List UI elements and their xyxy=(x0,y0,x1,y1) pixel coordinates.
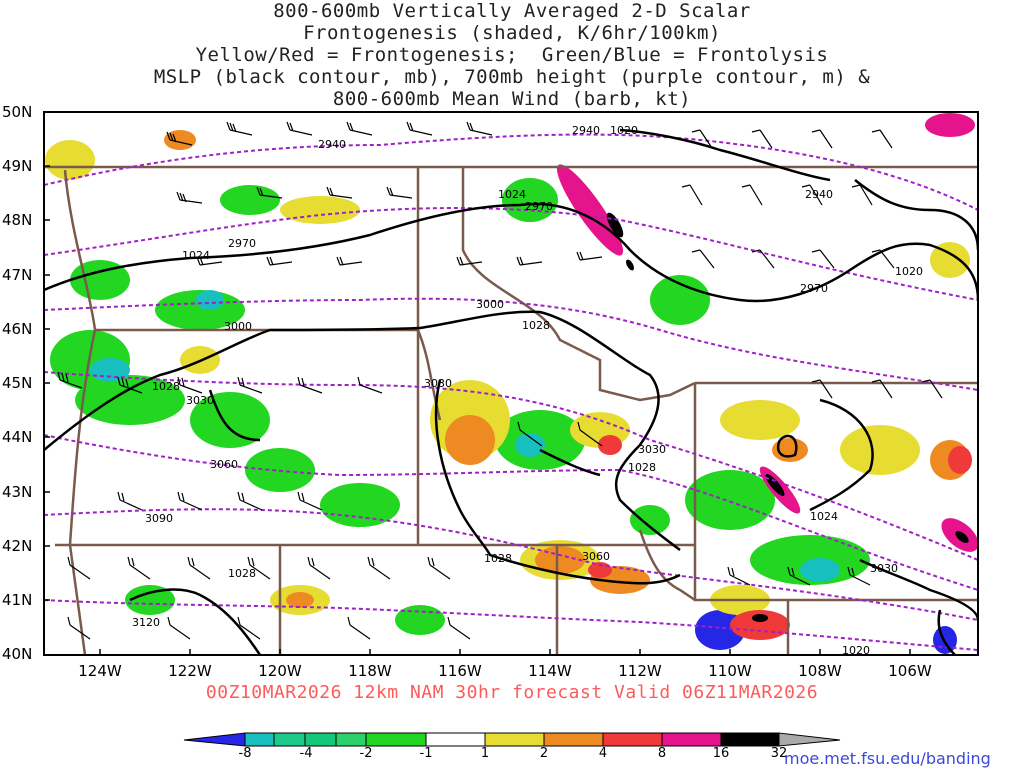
lat-label: 46N xyxy=(2,320,33,338)
height-label: 3000 xyxy=(224,320,252,333)
mslp-label: 1020 xyxy=(842,644,870,657)
mslp-label: 1024 xyxy=(810,510,838,523)
height-label: 2940 xyxy=(572,124,600,137)
lon-label: 108W xyxy=(798,662,842,680)
colorbar-label: 4 xyxy=(598,746,608,761)
colorbar-swatch xyxy=(304,732,337,747)
colorbar-swatch xyxy=(484,732,545,747)
height-label: 3090 xyxy=(145,512,173,525)
colorbar-swatch xyxy=(244,732,275,747)
mslp-label: 1020 xyxy=(895,265,923,278)
lat-label: 49N xyxy=(2,157,33,175)
colorbar-label: 32 xyxy=(770,746,788,761)
height-label: 3030 xyxy=(638,443,666,456)
height-label: 3000 xyxy=(476,298,504,311)
colorbar-label: -4 xyxy=(299,746,313,761)
height-contours xyxy=(44,133,978,651)
colorbar-swatch xyxy=(273,732,306,747)
mslp-label: 1024 xyxy=(498,188,526,201)
mslp-label: 1020 xyxy=(610,124,638,137)
forecast-valid-time: 00Z10MAR2026 12km NAM 30hr forecast Vali… xyxy=(205,682,819,703)
colorbar-end-high xyxy=(778,732,841,747)
height-label: 2940 xyxy=(805,188,833,201)
mslp-label: 1028 xyxy=(152,380,180,393)
title-line-4: MSLP (black contour, mb), 700mb height (… xyxy=(153,66,871,88)
lat-label: 47N xyxy=(2,266,33,284)
lon-label: 124W xyxy=(78,662,122,680)
colorbar-swatch xyxy=(720,732,780,747)
colorbar-label: 2 xyxy=(539,746,549,761)
lat-label: 41N xyxy=(2,591,33,609)
height-label: 2940 xyxy=(318,138,346,151)
lon-label: 116W xyxy=(438,662,482,680)
lat-label: 44N xyxy=(2,428,33,446)
lat-label: 43N xyxy=(2,483,33,501)
colorbar-swatch xyxy=(425,732,486,747)
lat-label: 40N xyxy=(2,645,33,663)
colorbar-swatch xyxy=(365,732,427,747)
mslp-label: 1028 xyxy=(522,319,550,332)
lon-label: 114W xyxy=(528,662,572,680)
lon-label: 110W xyxy=(708,662,752,680)
colorbar-swatch xyxy=(661,732,722,747)
height-label: 3030 xyxy=(186,394,214,407)
colorbar-swatch xyxy=(602,732,663,747)
source-credit: moe.met.fsu.edu/banding xyxy=(784,749,991,768)
wind-barbs xyxy=(57,121,943,640)
height-label: 3060 xyxy=(210,458,238,471)
mslp-contours xyxy=(44,128,978,655)
lat-label: 48N xyxy=(2,211,33,229)
lon-label: 118W xyxy=(348,662,392,680)
lon-label: 120W xyxy=(258,662,302,680)
contour-labels: 1020 1024 1024 1020 1028 1028 1028 1028 … xyxy=(132,124,923,657)
height-label: 2970 xyxy=(800,282,828,295)
mslp-label: 1024 xyxy=(182,249,210,262)
mslp-label: 1028 xyxy=(628,461,656,474)
height-label: 3030 xyxy=(870,562,898,575)
axis-ticks xyxy=(44,111,911,655)
colorbar xyxy=(183,732,841,747)
colorbar-label: -8 xyxy=(238,746,252,761)
map-title: 800-600mb Vertically Averaged 2-D Scalar… xyxy=(0,0,1024,110)
mslp-label: 1028 xyxy=(484,552,512,565)
title-line-5: 800-600mb Mean Wind (barb, kt) xyxy=(332,88,692,110)
height-label: 3060 xyxy=(582,550,610,563)
colorbar-swatch xyxy=(335,732,367,747)
lon-label: 106W xyxy=(888,662,932,680)
height-label: 3120 xyxy=(132,616,160,629)
lat-label: 42N xyxy=(2,537,33,555)
lon-label: 112W xyxy=(618,662,662,680)
colorbar-label: 8 xyxy=(657,746,667,761)
colorbar-label: 16 xyxy=(712,746,730,761)
colorbar-swatch xyxy=(543,732,604,747)
lat-label: 45N xyxy=(2,374,33,392)
colorbar-label: 1 xyxy=(480,746,490,761)
height-label: 2970 xyxy=(228,237,256,250)
title-line-1: 800-600mb Vertically Averaged 2-D Scalar xyxy=(273,0,751,22)
lon-label: 122W xyxy=(168,662,212,680)
height-label: 2970 xyxy=(525,200,553,213)
height-label: 3030 xyxy=(424,377,452,390)
colorbar-end-low xyxy=(183,732,246,747)
mslp-label: 1028 xyxy=(228,567,256,580)
frontolysis-strong xyxy=(90,290,840,582)
title-line-3: Yellow/Red = Frontogenesis; Green/Blue =… xyxy=(195,44,829,66)
colorbar-label: -1 xyxy=(419,746,433,761)
lat-label: 50N xyxy=(2,103,33,121)
frontogenesis-shading: 1020 1024 1024 1020 1028 1028 1028 1028 … xyxy=(44,113,978,657)
colorbar-label: -2 xyxy=(359,746,373,761)
title-line-2: Frontogenesis (shaded, K/6hr/100km) xyxy=(303,22,721,44)
